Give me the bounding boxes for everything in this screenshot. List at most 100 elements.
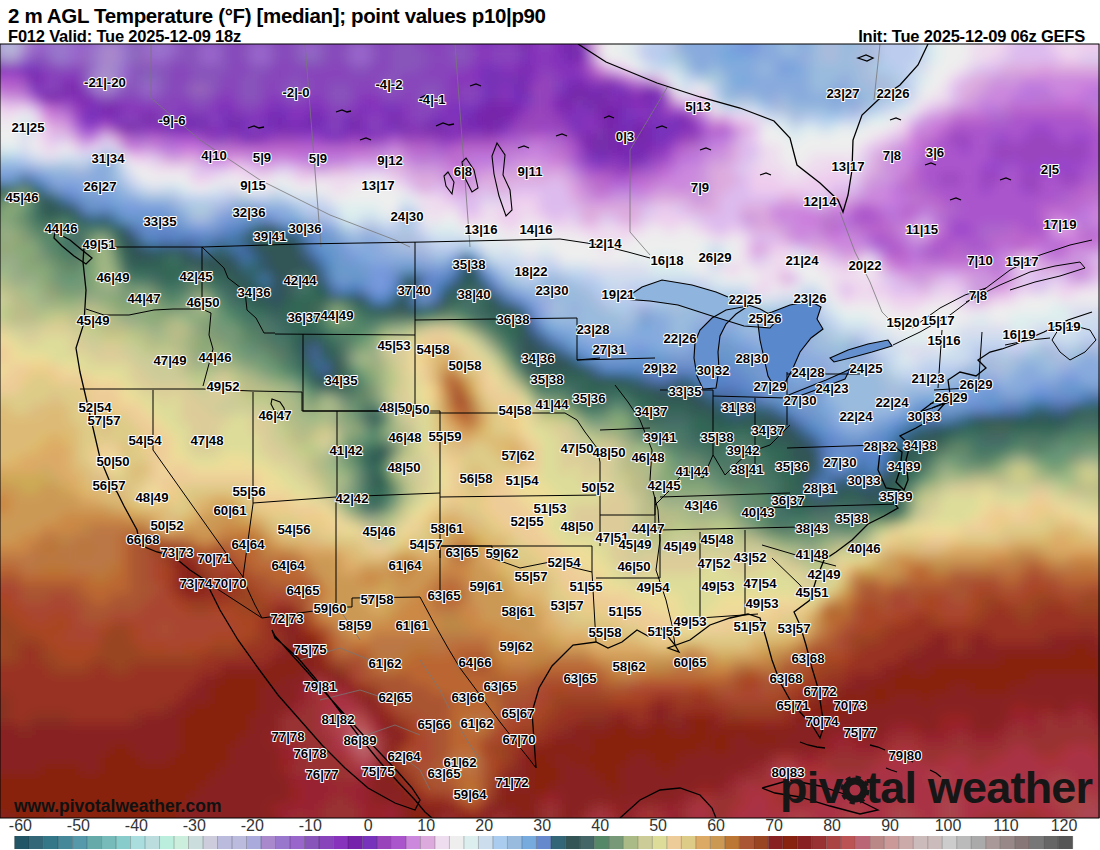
svg-text:29|32: 29|32: [643, 361, 676, 376]
svg-text:24|30: 24|30: [390, 209, 423, 224]
svg-text:13|16: 13|16: [464, 222, 497, 237]
svg-text:50|50: 50|50: [96, 454, 129, 469]
svg-text:34|36: 34|36: [237, 285, 270, 300]
svg-text:46|50: 46|50: [186, 295, 219, 310]
svg-text:32|36: 32|36: [232, 205, 265, 220]
svg-text:36|38: 36|38: [496, 312, 529, 327]
svg-text:30|36: 30|36: [288, 221, 321, 236]
svg-text:48|49: 48|49: [135, 490, 168, 505]
svg-text:10: 10: [417, 817, 435, 834]
svg-text:63|65: 63|65: [563, 671, 596, 686]
svg-text:39|42: 39|42: [726, 443, 759, 458]
svg-text:7|9: 7|9: [691, 180, 709, 195]
svg-text:59|60: 59|60: [313, 601, 346, 616]
svg-text:58|61: 58|61: [430, 521, 463, 536]
svg-text:16|18: 16|18: [650, 253, 683, 268]
svg-text:49|53: 49|53: [745, 596, 778, 611]
svg-text:75|75: 75|75: [293, 642, 326, 657]
svg-text:-20: -20: [241, 817, 264, 834]
svg-text:56|58: 56|58: [459, 471, 492, 486]
svg-text:60: 60: [707, 817, 725, 834]
svg-text:piv: piv: [780, 762, 843, 813]
svg-text:64|65: 64|65: [286, 583, 319, 598]
svg-text:23|28: 23|28: [576, 322, 609, 337]
svg-text:90: 90: [881, 817, 899, 834]
svg-text:5|9: 5|9: [309, 151, 327, 166]
svg-text:63|65: 63|65: [427, 588, 460, 603]
svg-text:67|70: 67|70: [502, 732, 535, 747]
svg-text:42|45: 42|45: [647, 478, 680, 493]
svg-text:39|41: 39|41: [253, 229, 286, 244]
svg-text:44|47: 44|47: [631, 521, 664, 536]
svg-text:24|28: 24|28: [791, 365, 824, 380]
svg-text:46|48: 46|48: [388, 430, 421, 445]
svg-text:45|49: 45|49: [663, 539, 696, 554]
svg-text:65|67: 65|67: [501, 706, 534, 721]
svg-text:-4|-2: -4|-2: [375, 77, 402, 92]
svg-text:45|49: 45|49: [76, 313, 109, 328]
svg-text:55|57: 55|57: [514, 569, 547, 584]
svg-text:63|65: 63|65: [427, 766, 460, 781]
svg-text:40|43: 40|43: [741, 505, 774, 520]
svg-text:76|77: 76|77: [305, 767, 338, 782]
svg-text:59|62: 59|62: [499, 639, 532, 654]
svg-text:42|45: 42|45: [179, 269, 212, 284]
svg-text:15|17: 15|17: [921, 313, 954, 328]
svg-text:65|66: 65|66: [417, 717, 450, 732]
svg-text:37|40: 37|40: [397, 283, 430, 298]
svg-text:-40: -40: [125, 817, 148, 834]
svg-text:41|44: 41|44: [675, 464, 709, 479]
svg-text:63|65: 63|65: [483, 679, 516, 694]
svg-text:7|10: 7|10: [967, 253, 993, 268]
svg-text:54|54: 54|54: [128, 433, 162, 448]
svg-text:34|39: 34|39: [887, 459, 920, 474]
svg-text:51|55: 51|55: [647, 624, 680, 639]
svg-text:22|24: 22|24: [875, 395, 909, 410]
svg-text:35|36: 35|36: [775, 459, 808, 474]
svg-text:19|21: 19|21: [601, 287, 634, 302]
svg-text:23|30: 23|30: [535, 283, 568, 298]
svg-text:61|61: 61|61: [395, 618, 428, 633]
svg-text:-9|-6: -9|-6: [158, 113, 185, 128]
svg-text:44|47: 44|47: [127, 291, 160, 306]
svg-text:15|17: 15|17: [1005, 254, 1038, 269]
svg-text:59|64: 59|64: [453, 787, 487, 802]
svg-text:54|56: 54|56: [277, 522, 310, 537]
svg-text:45|46: 45|46: [362, 524, 395, 539]
svg-text:52|55: 52|55: [510, 514, 543, 529]
svg-text:21|25: 21|25: [11, 120, 44, 135]
svg-text:54|57: 54|57: [409, 537, 442, 552]
svg-text:70|73: 70|73: [833, 698, 866, 713]
svg-text:49|54: 49|54: [636, 580, 670, 595]
svg-text:51|55: 51|55: [569, 579, 602, 594]
svg-text:41|42: 41|42: [329, 443, 362, 458]
svg-text:80: 80: [823, 817, 841, 834]
svg-text:26|29: 26|29: [698, 250, 731, 265]
svg-text:61|64: 61|64: [388, 558, 422, 573]
svg-text:47|49: 47|49: [153, 353, 186, 368]
svg-text:34|37: 34|37: [634, 404, 667, 419]
svg-text:-60: -60: [9, 817, 32, 834]
svg-text:43|46: 43|46: [684, 498, 717, 513]
svg-text:76|78: 76|78: [293, 746, 326, 761]
svg-text:79|80: 79|80: [888, 748, 921, 763]
svg-text:51|55: 51|55: [608, 604, 641, 619]
svg-text:42|49: 42|49: [807, 567, 840, 582]
svg-text:-21|-20: -21|-20: [84, 75, 126, 90]
svg-text:79|81: 79|81: [303, 679, 336, 694]
svg-text:39|41: 39|41: [643, 430, 676, 445]
svg-text:21|24: 21|24: [785, 253, 819, 268]
svg-text:40: 40: [591, 817, 609, 834]
svg-text:30|32: 30|32: [696, 363, 729, 378]
svg-text:30: 30: [533, 817, 551, 834]
svg-text:13|17: 13|17: [831, 159, 864, 174]
svg-text:-30: -30: [183, 817, 206, 834]
svg-text:4|10: 4|10: [201, 148, 227, 163]
svg-text:46|47: 46|47: [258, 408, 291, 423]
svg-text:50|52: 50|52: [581, 480, 614, 495]
svg-text:30|33: 30|33: [907, 409, 940, 424]
svg-text:9|12: 9|12: [377, 153, 403, 168]
svg-text:75|75: 75|75: [361, 764, 394, 779]
svg-text:27|30: 27|30: [823, 455, 856, 470]
svg-text:53|57: 53|57: [550, 598, 583, 613]
